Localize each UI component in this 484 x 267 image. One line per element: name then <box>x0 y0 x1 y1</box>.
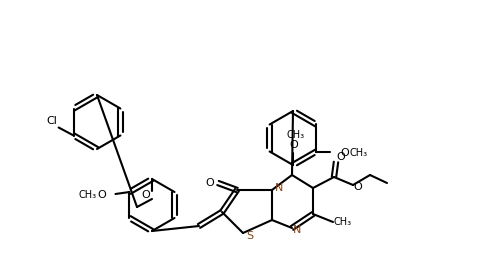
Text: O: O <box>97 190 106 200</box>
Text: CH₃: CH₃ <box>78 190 96 200</box>
Text: O: O <box>337 152 346 162</box>
Text: S: S <box>246 231 254 241</box>
Text: O: O <box>206 178 214 188</box>
Text: CH₃: CH₃ <box>287 130 305 140</box>
Text: O: O <box>142 190 151 200</box>
Text: O: O <box>340 147 349 158</box>
Text: N: N <box>293 225 301 235</box>
Text: N: N <box>275 183 283 193</box>
Text: O: O <box>289 140 298 150</box>
Text: O: O <box>354 182 363 192</box>
Text: Cl: Cl <box>46 116 57 127</box>
Text: CH₃: CH₃ <box>349 147 367 158</box>
Text: CH₃: CH₃ <box>334 217 352 227</box>
